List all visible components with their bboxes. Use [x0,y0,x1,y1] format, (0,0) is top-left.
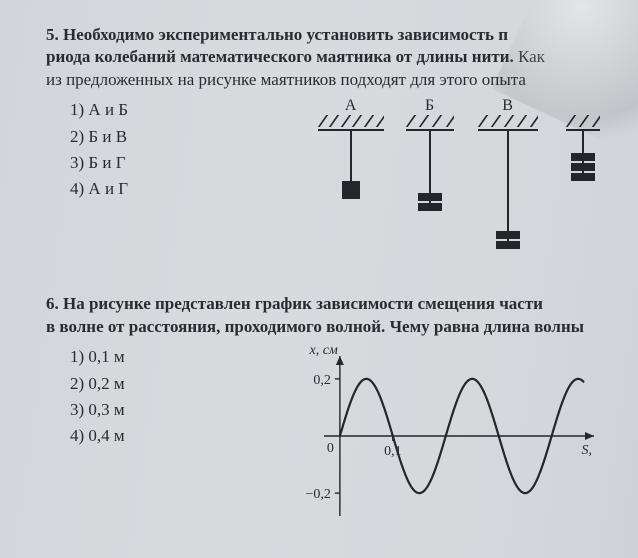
q6-opt-4: 4) 0,4 м [70,423,264,449]
thread-0 [350,129,352,181]
wave-svg: 0,2−0,20,1x, смS,0 [274,344,614,534]
y-axis-label: x, см [309,344,338,358]
q6-line2a: в волне от расстояния, проходимого волно… [46,317,390,336]
q5-line2a: риода колебаний математического маятника… [46,47,518,66]
q5-opt-4: 4) А и Г [70,176,278,202]
y-tick-label-0: 0,2 [313,373,331,388]
q6-row: 1) 0,1 м 2) 0,2 м 3) 0,3 м 4) 0,4 м 0,2 −… [46,344,614,534]
bob-2-1 [496,241,520,249]
q6-opt-3: 3) 0,3 м [70,397,264,423]
bob-3-0 [571,153,595,161]
q6-intro: На рисунке представлен график зависимост… [63,294,543,313]
q5-opt-2: 2) Б и В [70,124,278,150]
q6-opt-1: 1) 0,1 м [70,344,264,370]
pendulum-0: А [318,97,384,131]
pendulum-label-1: Б [406,97,454,115]
q5-number: 5. [46,25,59,44]
thread-2 [507,129,509,247]
question-6: 6. На рисунке представлен график зависим… [46,293,614,534]
q6-text: 6. На рисунке представлен график зависим… [46,293,614,338]
pendulum-3 [566,97,600,131]
pendulum-1: Б [406,97,454,131]
q5-row: 1) А и Б 2) Б и В 3) Б и Г 4) А и Г А Б В [46,97,614,267]
y-tick-label-1: −0,2 [305,487,330,502]
bob-1-1 [418,203,442,211]
bob-3-1 [571,163,595,171]
pendulums-figure: А Б В [298,97,614,267]
page: 5. Необходимо экспериментально установит… [0,0,638,558]
pendulum-2: В [478,97,538,131]
bob-0-0 [342,181,360,199]
bob-2-0 [496,231,520,239]
q5-options: 1) А и Б 2) Б и В 3) Б и Г 4) А и Г [46,97,278,267]
x-axis-arrow [585,432,594,440]
origin-label: 0 [327,441,334,456]
q5-text: 5. Необходимо экспериментально установит… [46,24,614,91]
q6-number: 6. [46,294,59,313]
q5-opt-3: 3) Б и Г [70,150,278,176]
q6-opt-2: 2) 0,2 м [70,371,264,397]
question-5: 5. Необходимо экспериментально установит… [46,24,614,267]
pendulum-label-2: В [478,97,538,115]
bob-3-2 [571,173,595,181]
q5-line2b: Как [518,47,545,66]
q5-opt-1: 1) А и Б [70,97,278,123]
x-axis-label: S, [582,443,593,458]
q6-options: 1) 0,1 м 2) 0,2 м 3) 0,3 м 4) 0,4 м [46,344,264,534]
q5-line3: из предложенных на рисунке маятников под… [46,70,526,89]
bob-1-0 [418,193,442,201]
pendulum-label-0: А [318,97,384,115]
wave-chart: 0,2−0,20,1x, смS,0 [274,344,614,534]
q5-intro: Необходимо экспериментально установить з… [63,25,508,44]
q6-line2b: Чему равна длина волны [390,317,584,336]
pendulum-label-3 [566,97,600,115]
